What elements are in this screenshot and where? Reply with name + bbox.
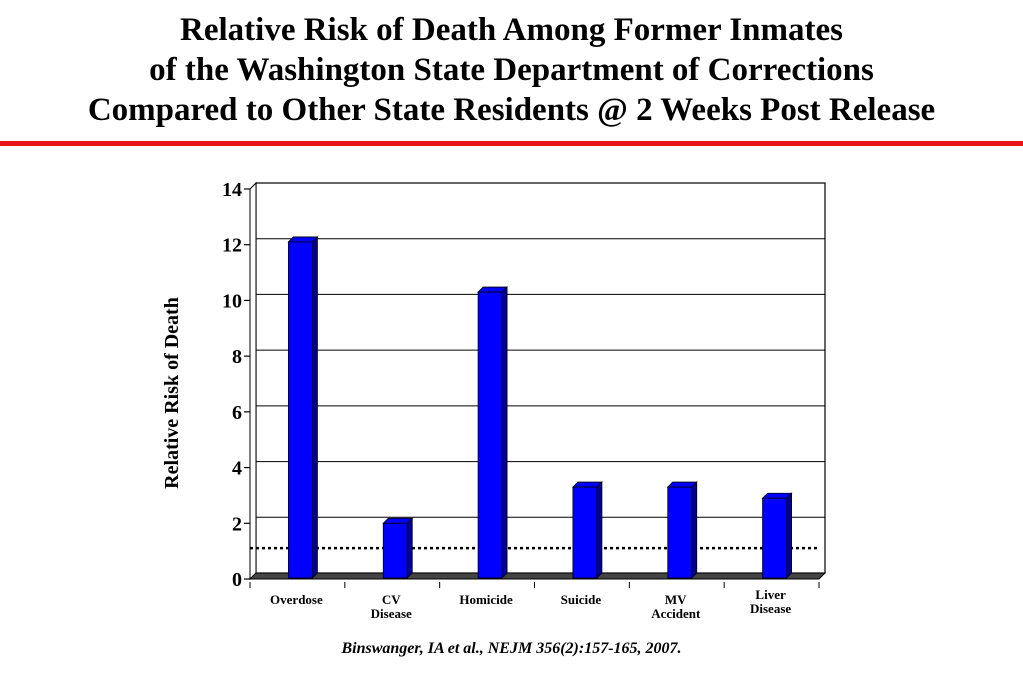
bar-side (312, 235, 318, 579)
y-tick-label: 8 (232, 346, 242, 368)
x-category-label: Liver (755, 587, 786, 602)
title-line-3: Compared to Other State Residents @ 2 We… (87, 92, 936, 128)
title-line-1: Relative Risk of Death Among Former Inma… (180, 12, 843, 48)
bar (477, 291, 503, 579)
x-category-label: CV (382, 592, 401, 607)
bar (382, 522, 408, 579)
left-wall (249, 181, 257, 581)
plot-frame (255, 182, 826, 574)
bar-top (571, 481, 603, 488)
chart-title: Relative Risk of Death Among Former Inma… (0, 10, 1023, 130)
x-category-label: Suicide (561, 592, 602, 607)
x-category-label: Disease (371, 606, 412, 621)
bar (288, 241, 313, 579)
bar-side (691, 481, 698, 579)
x-category-label: Accident (651, 606, 701, 621)
bar-top (477, 286, 509, 293)
x-category-label: MV (665, 592, 687, 607)
x-category-label: Disease (750, 601, 791, 616)
y-tick-label: 6 (232, 402, 242, 424)
y-tick-label: 10 (222, 290, 242, 312)
chart-floor (248, 572, 827, 580)
bar-top (287, 236, 319, 243)
y-tick-label: 0 (232, 569, 242, 591)
title-line-2: of the Washington State Department of Co… (149, 52, 874, 88)
citation: Binswanger, IA et al., NEJM 356(2):157-1… (341, 640, 682, 657)
y-tick-label: 2 (232, 513, 242, 535)
bar (572, 486, 598, 579)
y-tick-label: 14 (222, 179, 242, 201)
bar-top (761, 492, 793, 499)
bar (762, 497, 787, 579)
bar (667, 486, 693, 579)
x-category-label: Homicide (459, 592, 513, 607)
bar-side (501, 286, 508, 579)
title-rule (0, 141, 1023, 146)
bar-side (596, 481, 603, 579)
bar-side (406, 517, 413, 579)
x-category-label: Overdose (270, 592, 323, 607)
bar-top (382, 517, 414, 524)
bar-side (786, 492, 792, 579)
y-tick-label: 12 (222, 235, 242, 257)
y-tick-label: 4 (232, 458, 242, 480)
bar-top (666, 481, 698, 488)
y-axis-label: Relative Risk of Death (161, 297, 183, 489)
